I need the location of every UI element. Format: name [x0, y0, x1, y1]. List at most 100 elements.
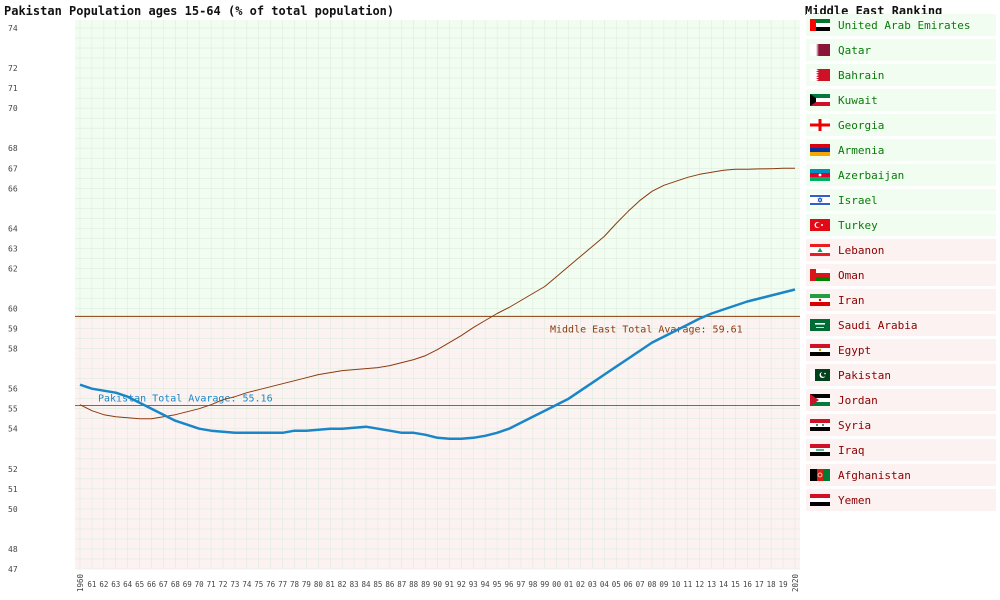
x-tick-label: 04: [600, 580, 610, 589]
y-tick-label: 59: [8, 325, 18, 334]
x-tick-label: 15: [731, 580, 740, 589]
afghanistan-flag-icon: [810, 469, 830, 481]
x-tick-label: 64: [123, 580, 133, 589]
x-tick-label: 63: [111, 580, 120, 589]
x-tick-label: 2020: [791, 573, 800, 592]
x-tick-label: 80: [314, 580, 324, 589]
lebanon-flag-icon: [810, 244, 830, 256]
x-tick-label: 92: [457, 580, 466, 589]
turkey-flag-icon: [810, 219, 830, 231]
x-tick-label: 73: [230, 580, 239, 589]
ranking-item: Iran: [806, 289, 996, 311]
x-tick-label: 95: [493, 580, 502, 589]
ranking-item: Pakistan: [806, 364, 996, 386]
x-tick-label: 99: [540, 580, 549, 589]
y-tick-label: 55: [8, 405, 18, 414]
egypt-flag-icon: [810, 344, 830, 356]
y-tick-label: 72: [8, 64, 18, 73]
x-tick-label: 66: [147, 580, 157, 589]
qatar-flag-icon: [810, 44, 830, 56]
x-tick-label: 90: [433, 580, 443, 589]
ranking-item-name: Afghanistan: [838, 468, 911, 482]
ranking-item: Lebanon: [806, 239, 996, 261]
x-tick-label: 97: [516, 580, 525, 589]
x-tick-label: 76: [266, 580, 276, 589]
georgia-flag-icon: [810, 119, 830, 131]
reference-line-label: Pakistan Total Avarage: 55.16: [98, 394, 273, 405]
x-tick-label: 71: [207, 580, 216, 589]
ranking-item: Iraq: [806, 439, 996, 461]
pakistan-series-line: [79, 288, 796, 441]
y-tick-label: 60: [8, 305, 18, 314]
y-tick-label: 64: [8, 224, 18, 233]
x-tick-label: 91: [445, 580, 454, 589]
ranking-item-name: Lebanon: [838, 243, 885, 257]
x-tick-label: 82: [338, 580, 347, 589]
ranking-item: Bahrain: [806, 64, 996, 86]
x-tick-label: 96: [504, 580, 514, 589]
ranking-item: Kuwait: [806, 89, 996, 111]
x-tick-label: 19: [779, 580, 788, 589]
ranking-item-name: Georgia: [838, 118, 885, 132]
x-tick-label: 98: [528, 580, 538, 589]
x-tick-label: 78: [290, 580, 300, 589]
x-tick-label: 08: [647, 580, 657, 589]
x-tick-label: 16: [743, 580, 753, 589]
ranking-item: Qatar: [806, 39, 996, 61]
syria-flag-icon: [810, 419, 830, 431]
ranking-item: Jordan: [806, 389, 996, 411]
ranking-item-name: Syria: [838, 418, 872, 432]
middle-east-series-line: [79, 167, 795, 420]
ranking-item: Syria: [806, 414, 996, 436]
jordan-flag-icon: [810, 394, 830, 406]
grid-lines: [75, 20, 800, 570]
y-tick-label: 47: [8, 565, 18, 574]
x-axis-tick-labels: 1960 61 62 63 64 65 66 67 68 69 70 71 72 73 74 75 76 77 78…: [76, 573, 800, 592]
ranking-item-name: Armenia: [838, 143, 885, 157]
ranking-item: Turkey: [806, 214, 996, 236]
ranking-item-name: Oman: [838, 268, 865, 282]
armenia-flag-icon: [810, 144, 830, 156]
y-tick-label: 54: [8, 425, 18, 434]
y-tick-label: 66: [8, 184, 18, 193]
y-tick-label: 52: [8, 465, 18, 474]
x-tick-label: 79: [302, 580, 311, 589]
x-tick-label: 05: [612, 580, 621, 589]
y-tick-label: 74: [8, 24, 18, 33]
ranking-item: Azerbaijan: [806, 164, 996, 186]
azerbaijan-flag-icon: [810, 169, 830, 181]
ranking-item-name: Iraq: [838, 443, 865, 457]
ranking-item-name: Saudi Arabia: [838, 318, 918, 332]
x-tick-label: 77: [278, 580, 287, 589]
x-tick-label: 65: [135, 580, 144, 589]
ranking-item-name: Turkey: [838, 218, 878, 232]
pakistan-flag-icon: [810, 369, 830, 381]
y-tick-label: 48: [8, 545, 18, 554]
iraq-flag-icon: [810, 444, 830, 456]
x-tick-label: 85: [373, 580, 382, 589]
x-tick-label: 01: [564, 580, 573, 589]
x-tick-label: 09: [659, 580, 668, 589]
x-tick-label: 88: [409, 580, 419, 589]
x-tick-label: 17: [755, 580, 764, 589]
uae-flag-icon: [810, 19, 830, 31]
x-tick-label: 74: [242, 580, 252, 589]
y-tick-label: 68: [8, 144, 18, 153]
bahrain-flag-icon: [810, 69, 830, 81]
ranking-item: Saudi Arabia: [806, 314, 996, 336]
x-tick-label: 07: [636, 580, 645, 589]
ranking-item-name: Azerbaijan: [838, 168, 905, 182]
x-tick-label: 11: [683, 580, 692, 589]
y-tick-label: 62: [8, 264, 18, 273]
ranking-list: United Arab Emirates Qatar Bahrain Kuwait Ge…: [806, 14, 996, 514]
ranking-item-name: Bahrain: [838, 68, 885, 82]
y-tick-label: 50: [8, 505, 18, 514]
x-tick-label: 70: [195, 580, 205, 589]
ranking-item: Egypt: [806, 339, 996, 361]
ranking-item-name: Pakistan: [838, 368, 891, 382]
ranking-item: Israel: [806, 189, 996, 211]
x-tick-label: 86: [385, 580, 395, 589]
x-tick-label: 62: [99, 580, 108, 589]
oman-flag-icon: [810, 269, 830, 281]
